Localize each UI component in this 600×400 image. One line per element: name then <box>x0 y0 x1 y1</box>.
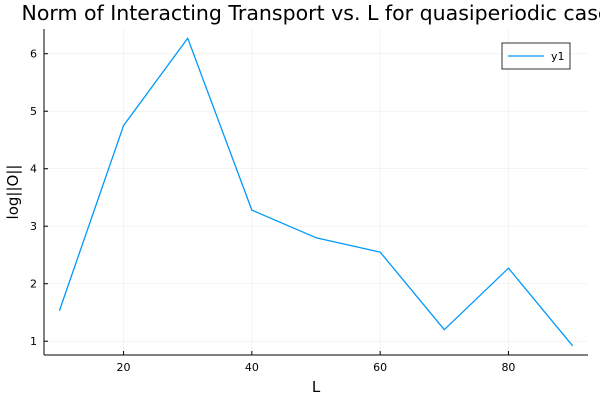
series-line-y1 <box>58 37 574 347</box>
legend-label: y1 <box>551 50 565 63</box>
y-tick-label: 6 <box>30 48 37 61</box>
x-tick-label: 60 <box>373 361 387 374</box>
x-axis-label: L <box>312 378 321 396</box>
data-point <box>571 345 573 347</box>
x-tick-label: 20 <box>117 361 131 374</box>
legend: y1 <box>501 42 571 70</box>
y-tick-label: 2 <box>30 278 37 291</box>
axes <box>43 29 588 356</box>
chart-title: Norm of Interacting Transport vs. L for … <box>22 1 600 25</box>
data-point <box>315 237 317 239</box>
data-point <box>379 251 381 253</box>
y-tick-label: 1 <box>30 335 37 348</box>
x-tick-label: 80 <box>501 361 515 374</box>
data-point <box>507 267 509 269</box>
data-point <box>251 209 253 211</box>
y-tick-label: 5 <box>30 105 37 118</box>
data-point <box>443 329 445 331</box>
y-axis-label: log||O|| <box>4 165 22 220</box>
x-tick-label: 40 <box>245 361 259 374</box>
data-point <box>122 124 124 126</box>
y-tick-label: 3 <box>30 220 37 233</box>
ticks: 20 40 60 80 1 2 3 4 5 6 <box>30 48 515 374</box>
data-point <box>58 310 60 312</box>
series-layer <box>58 37 574 347</box>
data-point <box>186 37 188 39</box>
y-tick-label: 4 <box>30 163 37 176</box>
grid-lines <box>44 29 588 355</box>
